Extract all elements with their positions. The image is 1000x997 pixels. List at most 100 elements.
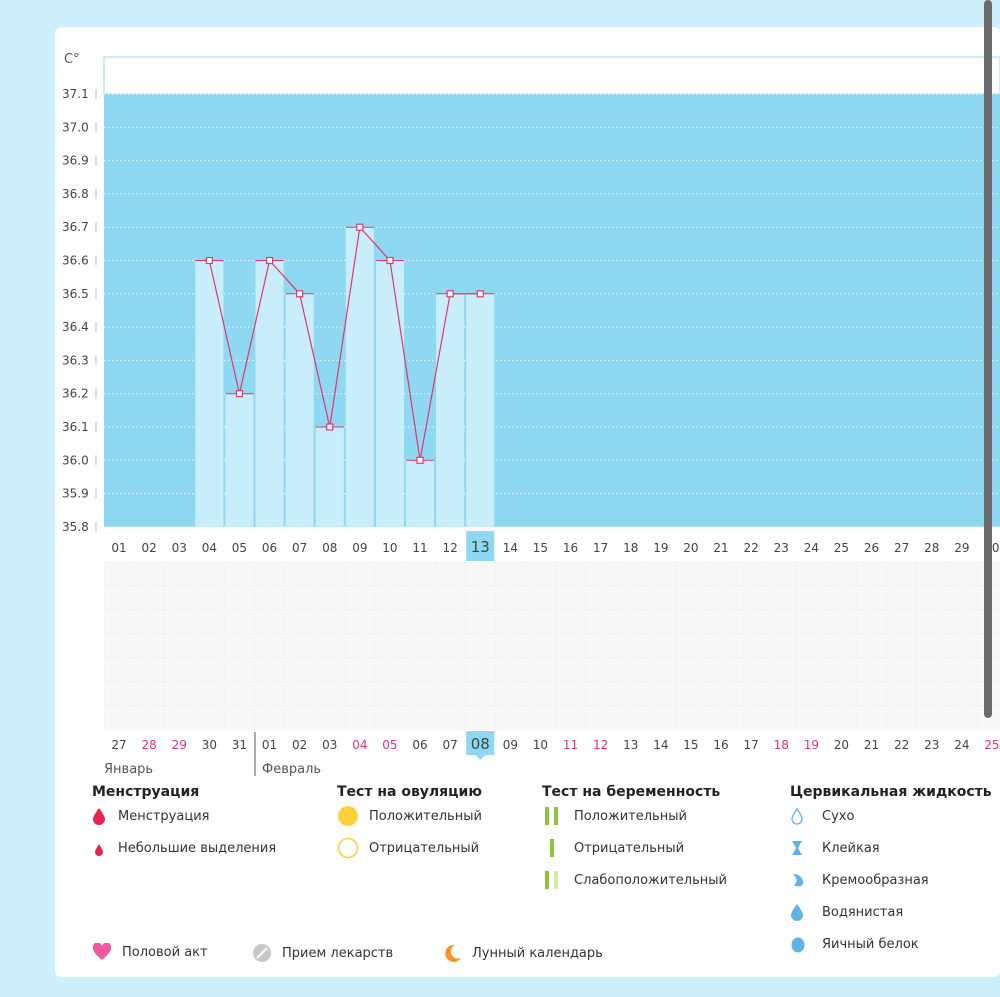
cycle-day-label: 02 bbox=[142, 541, 157, 555]
legend-item-label: Водянистая bbox=[822, 904, 904, 920]
temperature-bar bbox=[255, 260, 284, 527]
two-bars-icon bbox=[542, 806, 574, 826]
cycle-day-label: 22 bbox=[744, 541, 759, 555]
y-tick-label: 37.0 bbox=[62, 120, 89, 134]
data-point bbox=[296, 290, 304, 298]
legend-item-label: Кремообразная bbox=[822, 872, 929, 888]
one-bar-icon bbox=[542, 838, 574, 858]
legend-item-label: Половой акт bbox=[122, 944, 208, 960]
cycle-day-label: 16 bbox=[563, 541, 578, 555]
legend-item-intercourse: Половой акт bbox=[92, 943, 208, 961]
cycle-day-label: 28 bbox=[924, 541, 939, 555]
calendar-date-label: 11 bbox=[563, 738, 578, 752]
heart-icon bbox=[92, 943, 122, 961]
temperature-bar bbox=[225, 393, 254, 527]
legend-item: Водянистая bbox=[790, 896, 992, 928]
cycle-day-label: 01 bbox=[111, 541, 126, 555]
data-point bbox=[446, 290, 454, 298]
temperature-bar bbox=[375, 260, 404, 527]
calendar-date-label: 09 bbox=[503, 738, 518, 752]
calendar-date-label: 04 bbox=[352, 738, 367, 752]
vertical-scrollbar[interactable] bbox=[984, 0, 992, 718]
calendar-date-label: 29 bbox=[172, 738, 187, 752]
legend-item: Яичный белок bbox=[790, 928, 992, 960]
legend-item-label: Положительный bbox=[369, 808, 482, 824]
legend-ovulation: Тест на овуляцию Положительный Отрицател… bbox=[337, 784, 482, 864]
calendar-date-label: 27 bbox=[111, 738, 126, 752]
calendar-date-label: 01 bbox=[262, 738, 277, 752]
egg-white-icon bbox=[790, 935, 822, 953]
cycle-day-label: 11 bbox=[412, 541, 427, 555]
calendar-date-label: 12 bbox=[593, 738, 608, 752]
cycle-day-label: 09 bbox=[352, 541, 367, 555]
drop-small-icon bbox=[92, 839, 118, 857]
data-point bbox=[326, 423, 334, 431]
calendar-date-label: 25 bbox=[984, 738, 999, 752]
current-day-highlight bbox=[466, 531, 495, 561]
calendar-date-label: 23 bbox=[924, 738, 939, 752]
cycle-day-label: 06 bbox=[262, 541, 277, 555]
legend-item-label: Слабоположительный bbox=[574, 872, 727, 888]
current-date-pointer bbox=[475, 755, 486, 760]
calendar-date-label: 17 bbox=[744, 738, 759, 752]
cycle-day-label: 24 bbox=[804, 541, 819, 555]
calendar-date-label: 13 bbox=[623, 738, 638, 752]
cycle-day-label: 26 bbox=[864, 541, 879, 555]
legend-item-moon: Лунный календарь bbox=[442, 943, 603, 963]
current-date-highlight bbox=[466, 731, 495, 755]
temperature-bar bbox=[406, 460, 435, 527]
legend-item: Положительный bbox=[542, 800, 727, 832]
legend-item-label: Яичный белок bbox=[822, 936, 919, 952]
legend-menstruation-title: Менструация bbox=[92, 784, 200, 800]
month-label-february: Февраль bbox=[262, 762, 322, 777]
moon-icon bbox=[442, 943, 472, 963]
cycle-day-label: 03 bbox=[172, 541, 187, 555]
calendar-date-label: 21 bbox=[864, 738, 879, 752]
temperature-line bbox=[208, 225, 481, 461]
calendar-date-label: 15 bbox=[683, 738, 698, 752]
data-point bbox=[416, 456, 424, 464]
data-point bbox=[235, 390, 244, 398]
cycle-day-label: 21 bbox=[713, 541, 728, 555]
legend-item: Сухо bbox=[790, 800, 992, 832]
y-tick-label: 36.5 bbox=[62, 287, 89, 301]
watery-drop-icon bbox=[790, 903, 822, 921]
y-tick-label: 36.0 bbox=[62, 453, 89, 467]
calendar-date-label: 10 bbox=[533, 738, 548, 752]
temperature-bar bbox=[285, 293, 314, 527]
cycle-day-label: 08 bbox=[322, 541, 337, 555]
calendar-date-label: 08 bbox=[471, 735, 490, 753]
calendar-date-label: 02 bbox=[292, 738, 307, 752]
data-point bbox=[265, 256, 274, 265]
cycle-day-label: 18 bbox=[623, 541, 638, 555]
y-tick-label: 36.8 bbox=[62, 187, 89, 201]
chart-top-band bbox=[103, 56, 1000, 95]
legend-pregnancy: Тест на беременность Положительный Отриц… bbox=[542, 784, 727, 896]
calendar-date-label: 22 bbox=[894, 738, 909, 752]
cycle-day-label: 27 bbox=[894, 541, 909, 555]
calendar-date-label: 05 bbox=[382, 738, 397, 752]
legend-item: Отрицательный bbox=[337, 832, 482, 864]
legend-item: Менструация bbox=[92, 800, 276, 832]
legend-ovulation-title: Тест на овуляцию bbox=[337, 784, 482, 800]
cycle-day-label: 20 bbox=[683, 541, 698, 555]
legend-item-label: Лунный календарь bbox=[472, 945, 603, 961]
legend-item: Кремообразная bbox=[790, 864, 992, 896]
legend-item: Положительный bbox=[337, 800, 482, 832]
dry-drop-icon bbox=[790, 807, 822, 825]
temperature-chart: 37.1 37.0 36.9 36.8 36.7 36.6 36.5 36.4 36.3 36.2… bbox=[62, 56, 1000, 776]
sticky-icon bbox=[790, 839, 822, 857]
legend-item: Клейкая bbox=[790, 832, 992, 864]
legend-item: Слабоположительный bbox=[542, 864, 727, 896]
calendar-date-label: 19 bbox=[804, 738, 819, 752]
legend-item-label: Небольшие выделения bbox=[118, 840, 277, 856]
data-point bbox=[476, 290, 484, 298]
calendar-date-label: 20 bbox=[834, 738, 849, 752]
legend-cervical: Цервикальная жидкость Сухо Клейкая Кремо… bbox=[790, 784, 992, 960]
y-tick-label: 35.9 bbox=[62, 487, 89, 501]
y-tick-label: 36.1 bbox=[62, 420, 89, 434]
calendar-date-label: 18 bbox=[774, 738, 789, 752]
lower-grid-panel bbox=[104, 562, 1000, 730]
calendar-date-label: 28 bbox=[142, 738, 157, 752]
y-tick-label: 36.6 bbox=[62, 254, 89, 268]
